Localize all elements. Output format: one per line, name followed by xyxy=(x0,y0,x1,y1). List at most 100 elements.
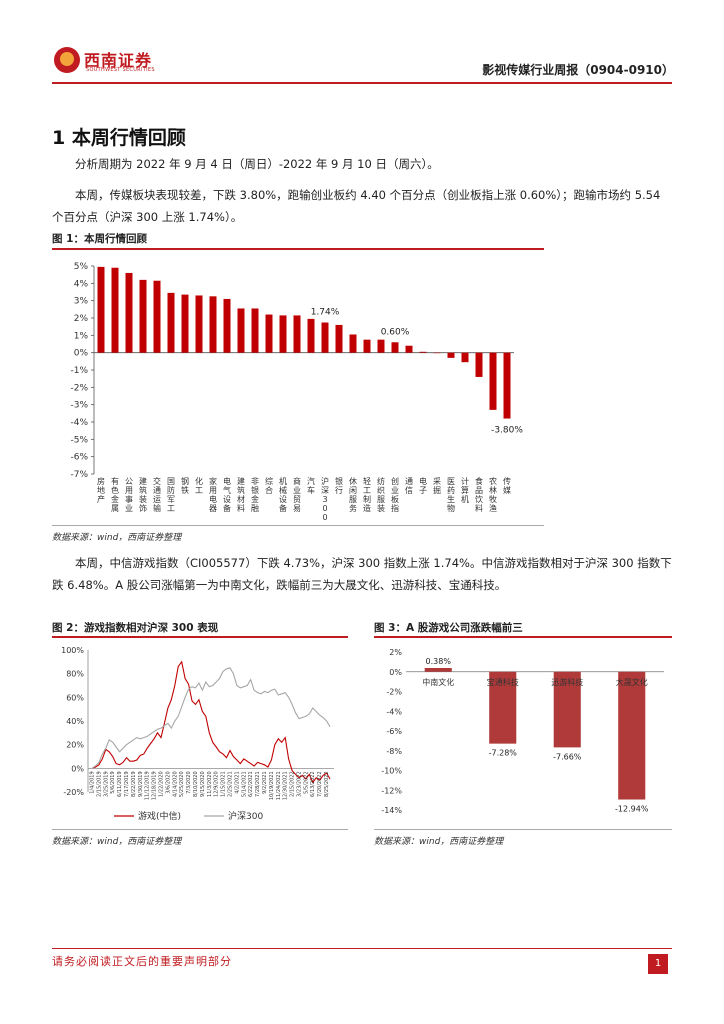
bar-电气设备 xyxy=(223,298,231,353)
header-divider xyxy=(52,82,672,84)
bar-计算机 xyxy=(461,352,469,363)
x-tick-label: 有色金属 xyxy=(111,476,119,513)
bar-电子 xyxy=(419,351,427,353)
bar-大晟文化 xyxy=(618,671,646,800)
series-line-game xyxy=(91,660,331,784)
x-tick-label: 3/6/2020 xyxy=(165,771,171,793)
y-tick-label: 60% xyxy=(66,693,84,702)
report-title: 影视传媒行业周报（0904-0910） xyxy=(482,63,674,77)
figure3-title: 图 3：A 股游戏公司涨跌幅前三 xyxy=(374,622,523,634)
x-tick-label: 5/14/2021 xyxy=(241,771,247,797)
x-tick-label: 中南文化 xyxy=(422,677,454,687)
figure2-title: 图 2：游戏指数相对沪深 300 表现 xyxy=(52,622,219,634)
x-tick-label: 2/15/2019 xyxy=(96,771,102,797)
legend-label-game: 游戏(中信) xyxy=(138,810,181,822)
y-tick-label: -2% xyxy=(70,383,88,393)
figure3-bottom-line xyxy=(374,829,672,830)
x-tick-label: 6/13/2022 xyxy=(310,771,316,797)
x-tick-label: 采掘 xyxy=(433,476,441,495)
x-tick-label: 迅游科技 xyxy=(551,677,583,687)
logo-icon xyxy=(54,47,80,73)
bar-非银金融 xyxy=(251,308,259,353)
y-tick-label: 100% xyxy=(61,646,84,655)
x-tick-label: 12/18/2019 xyxy=(152,771,158,800)
x-tick-label: 11/24/2021 xyxy=(276,771,282,800)
x-tick-label: 电气设备 xyxy=(223,476,231,513)
x-tick-label: 8/10/2020 xyxy=(193,771,199,797)
x-tick-label: 6/11/2019 xyxy=(117,771,123,797)
data-label: 1.74% xyxy=(311,308,340,318)
y-tick-label: -20% xyxy=(63,788,84,797)
bar-汽车 xyxy=(307,318,315,353)
x-tick-label: 沪深 3 0 0 xyxy=(321,476,329,522)
figure2-source: 数据来源：wind，西南证券整理 xyxy=(52,837,182,847)
x-tick-label: 6/22/2021 xyxy=(248,771,254,797)
y-tick-label: -3% xyxy=(70,401,88,411)
y-tick-label: 0% xyxy=(389,668,402,677)
y-tick-label: -4% xyxy=(386,707,402,716)
x-tick-label: 建筑材料 xyxy=(237,476,245,513)
x-tick-label: 农林牧渔 xyxy=(489,476,497,513)
x-tick-label: 电子 xyxy=(419,476,427,495)
x-tick-label: 11/3/2020 xyxy=(207,771,213,797)
x-tick-label: 钢铁 xyxy=(181,476,189,495)
x-tick-label: 12/30/2021 xyxy=(283,771,289,800)
data-label: 0.38% xyxy=(426,657,452,666)
x-tick-label: 12/9/2020 xyxy=(214,771,220,797)
x-tick-label: 4/2/2021 xyxy=(234,771,240,793)
y-tick-label: -2% xyxy=(386,688,402,697)
figure1-bottom-line xyxy=(52,525,544,526)
y-tick-label: -5% xyxy=(70,435,88,445)
x-tick-label: 7/17/2019 xyxy=(124,771,130,797)
y-tick-label: -10% xyxy=(381,767,402,776)
bar-通信 xyxy=(405,345,413,353)
x-tick-label: 医药生物 xyxy=(447,477,455,513)
x-tick-label: 轻工制造 xyxy=(363,476,371,513)
bar-宝通科技 xyxy=(489,671,517,744)
x-tick-label: 宝通科技 xyxy=(487,677,519,687)
x-tick-label: 计算机 xyxy=(461,476,469,504)
bar-公用事业 xyxy=(125,272,133,353)
x-tick-label: 7/20/2022 xyxy=(317,771,323,797)
x-tick-label: 汽车 xyxy=(307,476,315,495)
page-number: 1 xyxy=(648,954,668,974)
y-tick-label: 5% xyxy=(74,262,89,272)
paragraph-period: 分析周期为 2022 年 9 月 4 日（周日）-2022 年 9 月 10 日… xyxy=(75,157,439,171)
data-label: -3.80% xyxy=(491,426,523,436)
bar-房地产 xyxy=(97,266,105,353)
data-label: -7.66% xyxy=(553,752,582,761)
figure2-top-line xyxy=(52,636,348,638)
data-label: 0.60% xyxy=(381,327,410,337)
y-tick-label: -8% xyxy=(386,747,402,756)
bar-休闲服务 xyxy=(349,334,357,353)
y-tick-label: 20% xyxy=(66,741,84,750)
bar-化工 xyxy=(195,295,203,353)
x-tick-label: 9/30/2019 xyxy=(138,771,144,797)
x-tick-label: 国防军工 xyxy=(167,477,175,513)
x-tick-label: 1/4/2019 xyxy=(90,771,96,793)
bar-银行 xyxy=(335,324,343,353)
y-tick-label: -14% xyxy=(381,806,402,815)
logo-text: 西南证券 xyxy=(84,51,153,70)
y-tick-label: -4% xyxy=(70,418,88,428)
x-tick-label: 食品饮料 xyxy=(475,476,483,513)
y-tick-label: 1% xyxy=(74,331,89,341)
x-tick-label: 1/15/2021 xyxy=(221,771,227,797)
y-tick-label: 2% xyxy=(74,314,89,324)
x-tick-label: 8/25/2022 xyxy=(324,771,330,797)
y-tick-label: -1% xyxy=(70,366,88,376)
bar-创业板指 xyxy=(391,342,399,353)
data-label: -7.28% xyxy=(489,749,518,758)
x-tick-label: 商业贸易 xyxy=(293,476,301,513)
industry-return-chart: 5% 4% 3% 2% 1% 0% -1% -2% -3% -4% -5% -6% -7% 房地产有色金属… xyxy=(70,262,523,522)
bar-医药生物 xyxy=(447,352,455,358)
x-tick-label: 1/22/2020 xyxy=(158,771,164,797)
bar-国防军工 xyxy=(167,292,175,353)
x-tick-label: 建筑装饰 xyxy=(139,476,147,513)
x-tick-label: 7/3/2020 xyxy=(186,771,192,793)
series-line-hs300 xyxy=(91,667,331,769)
x-tick-label: 银行 xyxy=(335,476,343,495)
bar-迅游科技 xyxy=(553,671,581,748)
bar-交通运输 xyxy=(153,280,161,353)
y-tick-label: -6% xyxy=(70,453,88,463)
